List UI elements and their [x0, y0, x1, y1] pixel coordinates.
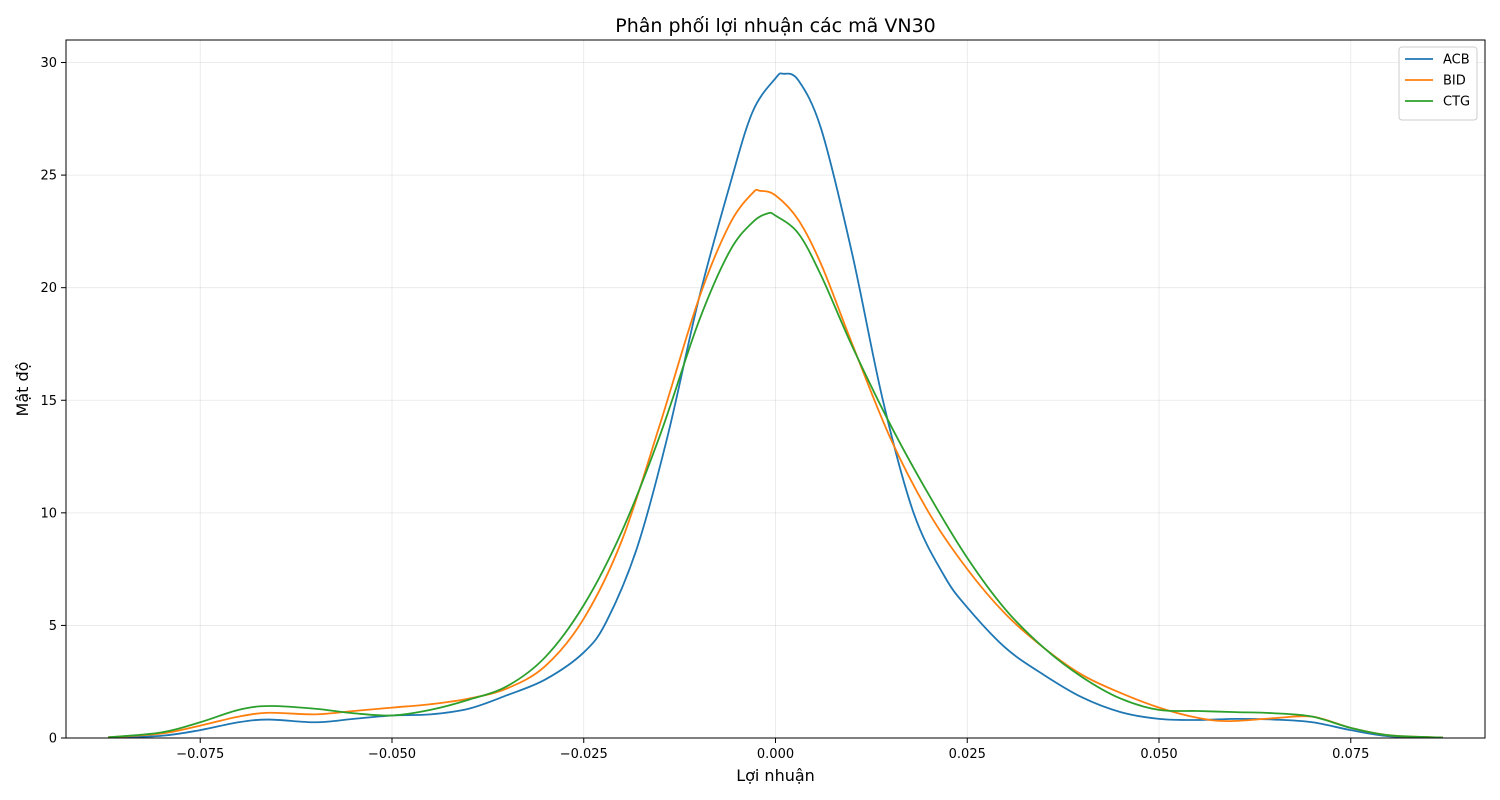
legend-label-acb: ACB [1443, 53, 1470, 68]
legend-label-bid: BID [1443, 74, 1466, 89]
y-tick-label: 15 [40, 394, 57, 409]
series-line-bid [108, 188, 1443, 739]
x-tick-label: 0.075 [1332, 747, 1369, 762]
x-tick-label: 0.050 [1140, 747, 1177, 762]
x-tick-label: −0.075 [176, 747, 224, 762]
x-axis-label: Lợi nhuận [736, 766, 815, 785]
series-line-ctg [108, 211, 1443, 739]
x-tick-label: 0.025 [949, 747, 986, 762]
y-tick-label: 0 [49, 732, 57, 747]
y-tick-label: 30 [40, 56, 57, 71]
y-tick-label: 10 [40, 506, 57, 521]
x-tick-label: −0.050 [368, 747, 416, 762]
y-tick-label: 25 [40, 169, 57, 184]
x-tick-label: 0.000 [757, 747, 794, 762]
y-tick-label: 20 [40, 281, 57, 296]
chart-title: Phân phối lợi nhuận các mã VN30 [615, 15, 936, 37]
legend: ACB BID CTG [1398, 46, 1478, 121]
y-axis-label: Mật độ [13, 362, 32, 417]
grid-lines [66, 40, 1485, 739]
legend-label-ctg: CTG [1443, 95, 1470, 110]
series-lines [108, 72, 1443, 739]
x-tick-label: −0.025 [560, 747, 608, 762]
y-axis-ticks: 0 5 10 15 20 25 30 [40, 56, 66, 747]
y-tick-label: 5 [49, 619, 57, 634]
x-axis-ticks: −0.075 −0.050 −0.025 0.000 0.025 0.050 0.075 [176, 738, 1369, 762]
